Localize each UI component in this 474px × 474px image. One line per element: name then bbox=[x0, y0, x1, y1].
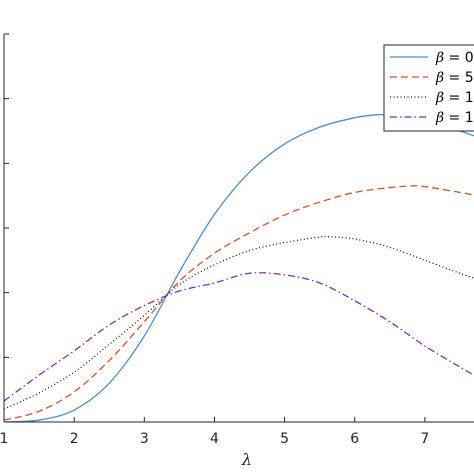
legend-label-1: β = 5 bbox=[435, 70, 474, 86]
legend: β = 0 β = 5 β = 10 β = 15 bbox=[383, 44, 474, 132]
x-tick-label: 7 bbox=[420, 431, 429, 447]
series-line-1 bbox=[4, 185, 474, 421]
legend-label-0: β = 0 bbox=[435, 50, 474, 66]
x-tick-label: 2 bbox=[70, 431, 79, 447]
series-line-3 bbox=[4, 272, 474, 402]
legend-label-2: β = 10 bbox=[435, 90, 474, 106]
x-axis-label: λ bbox=[241, 450, 252, 469]
legend-label-3: β = 15 bbox=[435, 110, 474, 126]
axes-layer: 1 2 3 4 5 6 7 bbox=[0, 33, 474, 447]
series-line-2 bbox=[4, 235, 474, 410]
x-tick-label: 4 bbox=[210, 431, 219, 447]
x-tick-label: 5 bbox=[280, 431, 289, 447]
x-tick-label: 1 bbox=[0, 431, 8, 447]
x-tick-label: 3 bbox=[140, 431, 149, 447]
x-tick-label: 6 bbox=[350, 431, 359, 447]
legend-box bbox=[383, 44, 474, 132]
